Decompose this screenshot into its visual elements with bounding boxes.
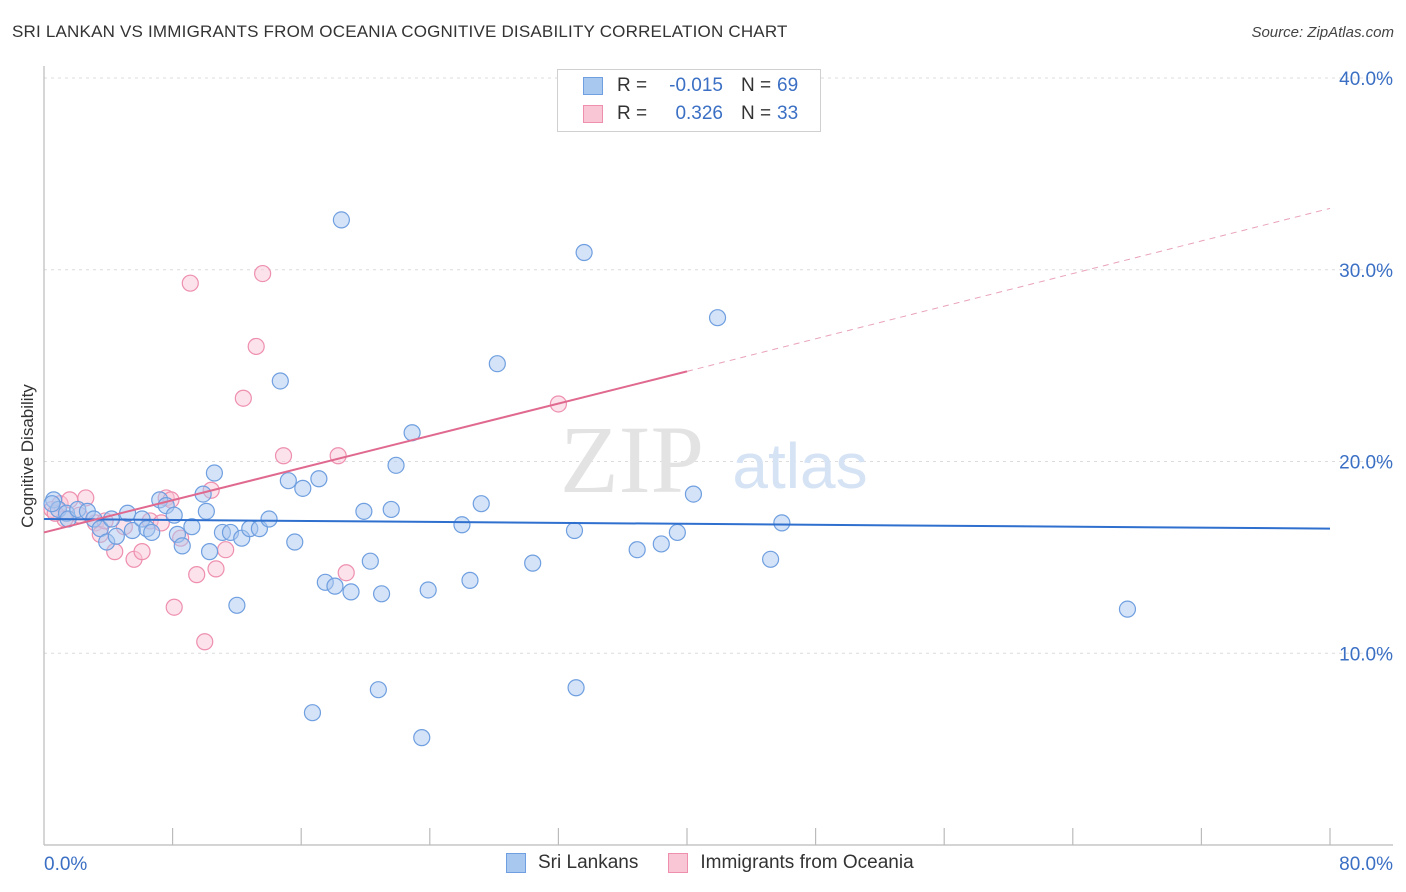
point-srilankan xyxy=(1118,600,1137,618)
point-srilankan xyxy=(326,577,344,595)
point-srilankan xyxy=(294,479,312,497)
point-oceania xyxy=(234,389,252,407)
point-srilankan xyxy=(303,704,322,722)
x-tick-label: 80.0% xyxy=(1339,854,1393,875)
point-srilankan xyxy=(668,523,686,542)
n-label: N = xyxy=(741,103,772,124)
point-srilankan xyxy=(628,541,646,559)
point-srilankan xyxy=(369,681,387,699)
point-oceania xyxy=(181,274,199,292)
point-srilankan xyxy=(107,527,125,545)
point-srilankan xyxy=(773,514,791,532)
point-srilankan xyxy=(413,729,431,747)
point-srilankan xyxy=(279,472,297,490)
point-oceania xyxy=(337,564,355,582)
point-srilankan xyxy=(183,518,201,536)
point-oceania xyxy=(247,337,265,356)
legend-label: Sri Lankans xyxy=(538,852,639,873)
y-tick-label: 20.0% xyxy=(1339,453,1393,474)
point-srilankan xyxy=(382,500,400,519)
point-srilankan xyxy=(361,552,379,570)
point-srilankan xyxy=(524,554,542,572)
trend-line-oceania-extrapolated xyxy=(686,207,1331,372)
y-tick-label: 10.0% xyxy=(1339,644,1393,665)
n-value: 33 xyxy=(777,103,799,124)
point-srilankan xyxy=(488,355,506,373)
point-oceania xyxy=(133,543,151,561)
point-srilankan xyxy=(565,521,584,540)
point-srilankan xyxy=(228,596,246,614)
legend-item-oceania[interactable]: Immigrants from Oceania xyxy=(668,852,914,874)
y-tick-label: 40.0% xyxy=(1339,69,1393,90)
series-srilankan-points xyxy=(43,211,1137,747)
n-value: 69 xyxy=(777,75,799,96)
point-oceania xyxy=(254,264,272,283)
source-credit: Source: ZipAtlas.com xyxy=(1251,24,1394,41)
x-tick-label: 0.0% xyxy=(44,854,87,875)
gridlines xyxy=(44,77,1393,654)
point-srilankan xyxy=(342,583,360,601)
r-label: R = xyxy=(617,103,648,124)
series-legend: Sri Lankans Immigrants from Oceania xyxy=(506,852,944,874)
legend-row-oceania: R = 0.326 N = 33 xyxy=(583,102,798,126)
point-srilankan xyxy=(310,470,328,488)
legend-item-srilankans[interactable]: Sri Lankans xyxy=(506,852,638,874)
point-srilankan xyxy=(355,502,373,520)
point-srilankan xyxy=(761,550,780,568)
point-srilankan xyxy=(684,485,703,503)
point-srilankan xyxy=(286,533,304,551)
point-srilankan xyxy=(652,535,670,553)
point-srilankan xyxy=(419,581,437,599)
trend-line-oceania xyxy=(43,370,688,534)
point-srilankan xyxy=(387,456,405,474)
point-srilankan xyxy=(453,516,471,534)
legend-row-srilankans: R = -0.015 N = 69 xyxy=(583,74,798,98)
correlation-legend: R = -0.015 N = 69 R = 0.326 N = 33 xyxy=(557,69,821,132)
point-oceania xyxy=(329,447,347,465)
point-srilankan xyxy=(173,537,191,555)
tick-labels: 10.0% 20.0% 30.0% 40.0% 0.0% 80.0% xyxy=(44,69,1393,875)
point-srilankan xyxy=(271,372,289,390)
legend-swatch-pink xyxy=(668,853,689,873)
point-srilankan xyxy=(260,510,278,528)
chart-title: SRI LANKAN VS IMMIGRANTS FROM OCEANIA CO… xyxy=(12,22,788,41)
point-srilankan xyxy=(205,464,223,482)
r-value: -0.015 xyxy=(669,75,723,96)
legend-label: Immigrants from Oceania xyxy=(700,852,914,873)
legend-swatch-blue xyxy=(583,77,603,95)
point-srilankan xyxy=(143,523,161,542)
n-label: N = xyxy=(741,75,772,96)
point-srilankan xyxy=(197,502,215,520)
watermark-zip: ZIP xyxy=(560,406,704,513)
point-srilankan xyxy=(43,495,61,513)
legend-swatch-pink xyxy=(583,105,603,123)
point-srilankan xyxy=(372,585,391,603)
legend-swatch-blue xyxy=(506,853,526,873)
point-oceania xyxy=(207,560,225,578)
trend-lines xyxy=(43,207,1331,534)
point-oceania xyxy=(188,566,206,584)
series-oceania-points xyxy=(43,264,568,651)
watermark-atlas: atlas xyxy=(732,430,867,502)
point-srilankan xyxy=(200,543,219,561)
point-srilankan xyxy=(472,495,490,513)
watermark: ZIP atlas xyxy=(560,406,868,513)
point-srilankan xyxy=(332,211,350,229)
point-oceania xyxy=(196,633,214,651)
trend-line-srilankans xyxy=(43,518,1331,530)
point-srilankan xyxy=(575,243,593,262)
point-oceania xyxy=(274,447,293,465)
point-srilankan xyxy=(567,679,585,697)
r-value: 0.326 xyxy=(675,103,723,124)
point-srilankan xyxy=(461,571,479,589)
point-oceania xyxy=(165,598,183,616)
point-srilankan xyxy=(708,309,727,327)
point-oceania xyxy=(217,541,235,559)
r-label: R = xyxy=(617,75,648,96)
y-tick-label: 30.0% xyxy=(1339,261,1393,282)
axes xyxy=(43,66,1393,846)
